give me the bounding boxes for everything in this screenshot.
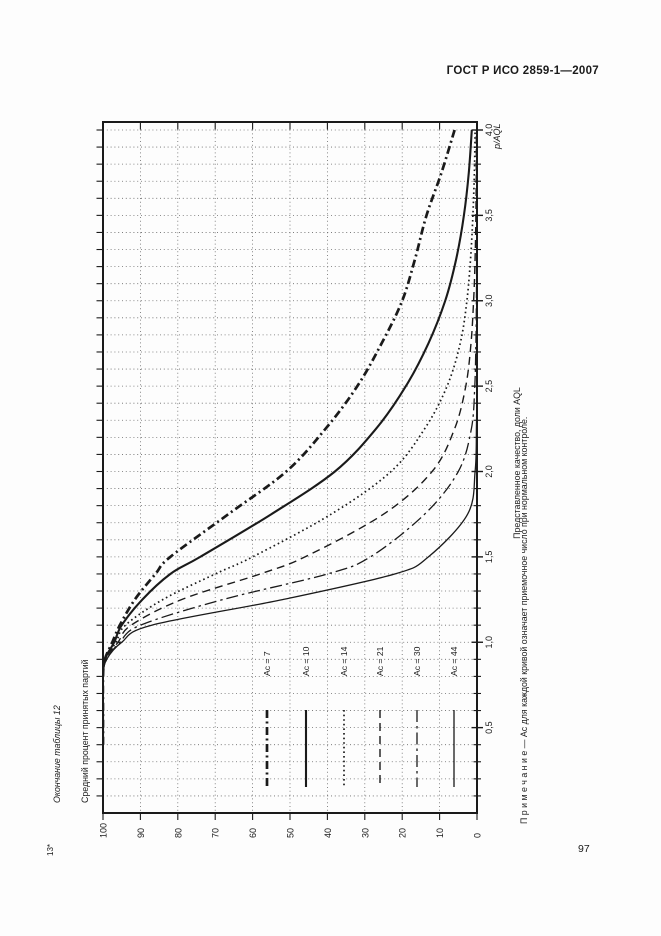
legend-item-ac-10: Ac = 10 [301,646,311,787]
legend-item-ac-30: Ac = 30 [412,646,422,787]
chart-note: П р и м е ч а н и е — Ас для каждой крив… [519,416,529,824]
ratio-axis-tick-label: 3,0 [484,294,494,307]
curve-ac-44 [103,130,477,745]
ratio-axis-tick-label: 0,5 [484,721,494,734]
legend-item-ac-7: Ac = 7 [262,651,272,787]
table-caption: Окончание таблицы 12 [52,705,62,803]
ratio-axis-unit-label: p/AQL [492,123,502,150]
legend: Ac = 7 Ac = 10 Ac = 14 Ac = 21 Ac = 30 Ac = 4… [262,646,459,787]
page-number: 97 [578,843,590,855]
legend-item-ac-21: Ac = 21 [375,646,385,787]
ratio-axis-tick-label: 1,5 [484,551,494,564]
percent-axis-tick-label: 60 [248,828,258,838]
legend-label: Ac = 44 [449,646,459,676]
ratio-axis-tick-label: 2,0 [484,465,494,478]
percent-axis-tick-label: 70 [211,828,221,838]
percent-axis-tick-label: 40 [323,828,333,838]
legend-label: Ac = 21 [375,646,385,676]
curve-ac-21 [103,129,477,745]
curve-ac-14 [103,129,476,745]
percent-axis-title: Средний процент принятых партий [80,659,90,803]
legend-label: Ac = 7 [262,651,272,676]
legend-item-ac-14: Ac = 14 [339,646,349,787]
ratio-axis-tick-label: 1,0 [484,636,494,649]
legend-label: Ac = 10 [301,646,311,676]
percent-axis-tick-label: 90 [136,828,146,838]
footnote-mark: 13* [46,843,55,856]
percent-axis-tick-label: 10 [435,828,445,838]
percent-axis-tick-label: 100 [99,823,109,838]
ratio-axis-tick-label: 3,5 [484,209,494,222]
ratio-axis-tick-label: 2,5 [484,380,494,393]
oc-curves [103,129,477,745]
percent-axis-tick-label: 20 [398,828,408,838]
legend-item-ac-44: Ac = 44 [449,646,459,787]
percent-axis-tick-label: 80 [173,828,183,838]
percent-axis-tick-label: 50 [286,828,296,838]
plot-border [102,121,478,814]
document-header: ГОСТ Р ИСО 2859-1—2007 [446,65,599,77]
legend-label: Ac = 14 [339,646,349,676]
grid [103,122,477,813]
ratio-axis-title: Представленное качество, доли AQL [512,387,522,539]
ratio-axis-tick-label: 4,0 [484,124,494,137]
percent-axis-tick-label: 30 [360,828,370,838]
legend-label: Ac = 30 [412,646,422,676]
percent-axis-tick-label: 0 [473,833,483,838]
